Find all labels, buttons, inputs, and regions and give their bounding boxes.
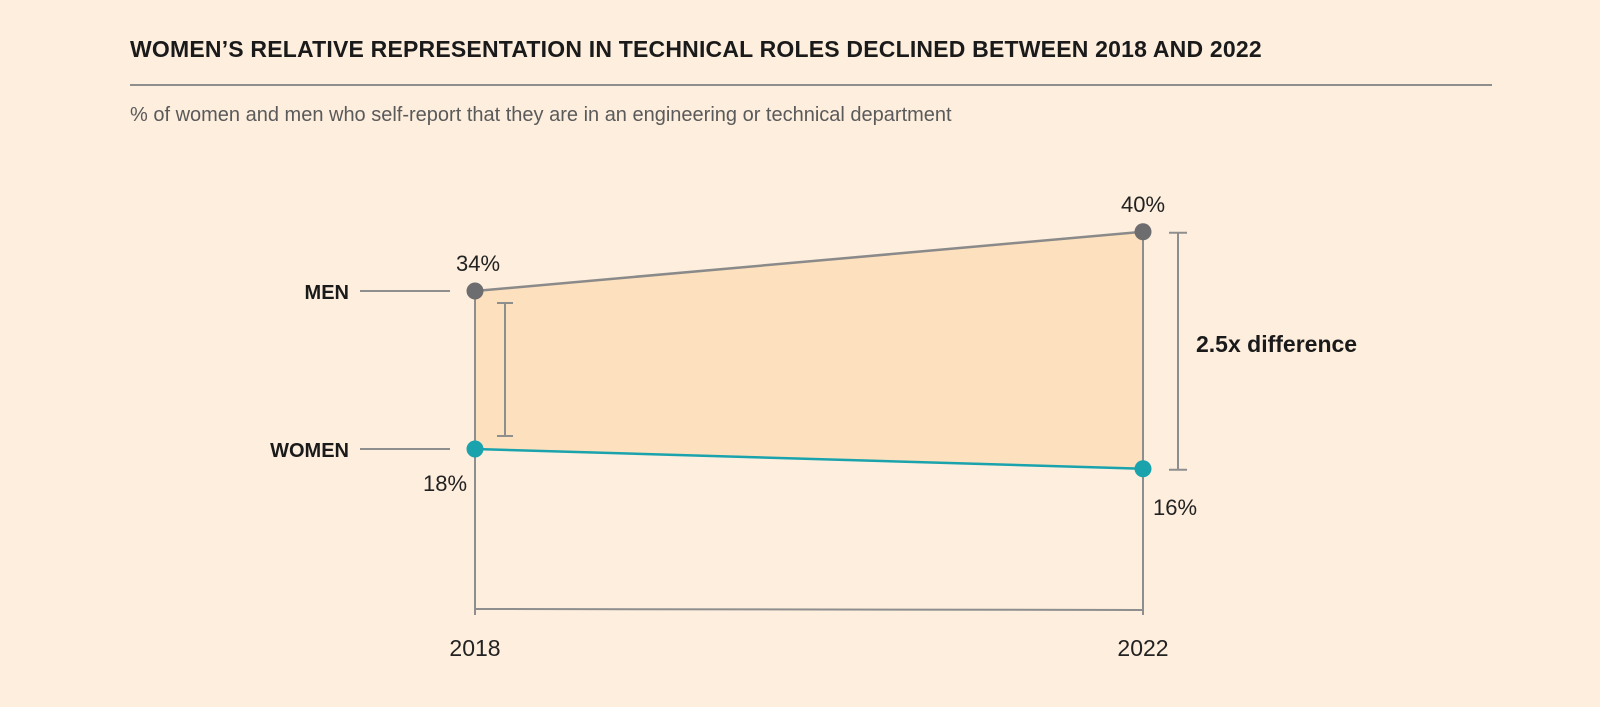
data-label-women-2022: 16% bbox=[1153, 495, 1197, 520]
gap-area bbox=[475, 231, 1143, 469]
marker-men-2018 bbox=[466, 282, 484, 300]
series-line-women bbox=[474, 447, 1144, 470]
data-label-women-2018: 18% bbox=[423, 471, 467, 496]
title-divider bbox=[130, 84, 1492, 86]
data-label-men-2022: 40% bbox=[1121, 192, 1165, 217]
marker-women-2018 bbox=[466, 440, 484, 458]
chart-subtitle: % of women and men who self-report that … bbox=[130, 104, 952, 126]
chart-title: WOMEN’S RELATIVE REPRESENTATION IN TECHN… bbox=[130, 36, 1262, 62]
marker-men-2022 bbox=[1134, 223, 1152, 241]
x-axis bbox=[474, 608, 1144, 611]
data-label-men-2018: 34% bbox=[456, 251, 500, 276]
marker-women-2022 bbox=[1134, 460, 1152, 478]
legend-label-women: WOMEN bbox=[270, 440, 349, 462]
legend-label-men: MEN bbox=[305, 282, 349, 304]
x-tick-label-2018: 2018 bbox=[449, 635, 500, 661]
x-tick-label-2022: 2022 bbox=[1117, 635, 1168, 661]
series-line-men bbox=[474, 230, 1144, 293]
annotation-difference: 2.5x difference bbox=[1196, 331, 1357, 357]
